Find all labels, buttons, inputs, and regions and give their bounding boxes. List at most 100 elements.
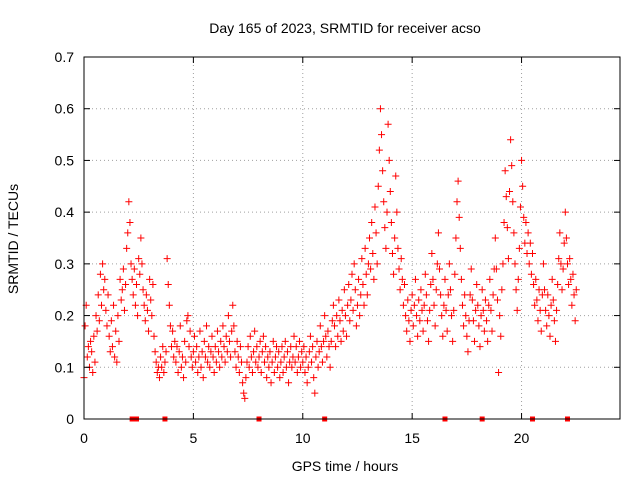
data-point [175, 348, 183, 356]
data-point [501, 167, 509, 175]
data-point [448, 312, 456, 320]
data-point [276, 374, 284, 382]
data-point [313, 337, 321, 345]
data-point [533, 296, 541, 304]
y-tick-label: 0.2 [55, 308, 75, 324]
y-tick-label: 0.7 [55, 49, 75, 65]
data-point [567, 275, 575, 283]
data-point [439, 332, 447, 340]
data-point [112, 327, 120, 335]
data-point [355, 275, 363, 283]
data-point [163, 255, 171, 263]
data-point [426, 306, 434, 314]
data-point [421, 270, 429, 278]
data-point [565, 281, 573, 289]
x-tick-label: 20 [514, 430, 530, 446]
data-point [305, 348, 313, 356]
y-tick-label: 0.6 [55, 101, 75, 117]
data-point [100, 286, 108, 294]
data-point [527, 270, 535, 278]
data-point [491, 234, 499, 242]
data-point [206, 363, 214, 371]
data-point [393, 208, 401, 216]
data-point [456, 244, 464, 252]
data-point [172, 358, 180, 366]
data-point [188, 363, 196, 371]
data-point [283, 348, 291, 356]
data-point [317, 343, 325, 351]
data-point [430, 301, 438, 309]
data-point [274, 363, 282, 371]
data-point [367, 265, 375, 273]
data-point [231, 348, 239, 356]
data-point [492, 265, 500, 273]
data-point [433, 260, 441, 268]
data-point [150, 332, 158, 340]
data-point [173, 343, 181, 351]
data-point [94, 291, 102, 299]
data-point [207, 348, 215, 356]
data-point [176, 322, 184, 330]
data-point [563, 260, 571, 268]
data-point [391, 234, 399, 242]
data-point [215, 348, 223, 356]
data-point [180, 374, 188, 382]
data-point [385, 156, 393, 164]
data-point [372, 229, 380, 237]
data-point [304, 363, 312, 371]
data-point [306, 332, 314, 340]
data-point [152, 358, 160, 366]
data-point [195, 353, 203, 361]
data-point [236, 343, 244, 351]
data-point [484, 337, 492, 345]
data-point [127, 260, 135, 268]
data-point [518, 156, 526, 164]
data-point [99, 260, 107, 268]
data-point [450, 306, 458, 314]
data-point [530, 281, 538, 289]
data-point [380, 198, 388, 206]
data-point [225, 337, 233, 345]
data-point [227, 353, 235, 361]
data-point [559, 265, 567, 273]
data-series-srmtid [80, 105, 580, 402]
data-point [383, 208, 391, 216]
data-point [135, 255, 143, 263]
data-point [93, 327, 101, 335]
data-point [119, 265, 127, 273]
data-point [262, 343, 270, 351]
data-point [220, 343, 228, 351]
data-point [159, 343, 167, 351]
data-point [255, 353, 263, 361]
data-point [241, 394, 249, 402]
data-point [332, 343, 340, 351]
data-point [434, 229, 442, 237]
data-point [500, 218, 508, 226]
data-point [350, 260, 358, 268]
data-point [151, 348, 159, 356]
data-point [198, 348, 206, 356]
y-tick-label: 0.1 [55, 359, 75, 375]
data-point [155, 374, 163, 382]
data-point [449, 337, 457, 345]
data-point [291, 358, 299, 366]
data-point [532, 275, 540, 283]
data-point [102, 306, 110, 314]
data-point [481, 296, 489, 304]
data-point [562, 234, 570, 242]
data-point [425, 337, 433, 345]
data-point [87, 337, 95, 345]
data-point [113, 358, 121, 366]
data-point [223, 348, 231, 356]
data-point [83, 353, 91, 361]
data-point [131, 301, 139, 309]
data-point [279, 368, 287, 376]
data-point [174, 368, 182, 376]
data-point [362, 270, 370, 278]
data-point [114, 312, 122, 320]
x-tick-label: 5 [189, 430, 197, 446]
data-point [129, 291, 137, 299]
data-point [208, 332, 216, 340]
y-axis-label: SRMTID / TECUs [5, 184, 21, 294]
data-point [92, 312, 100, 320]
